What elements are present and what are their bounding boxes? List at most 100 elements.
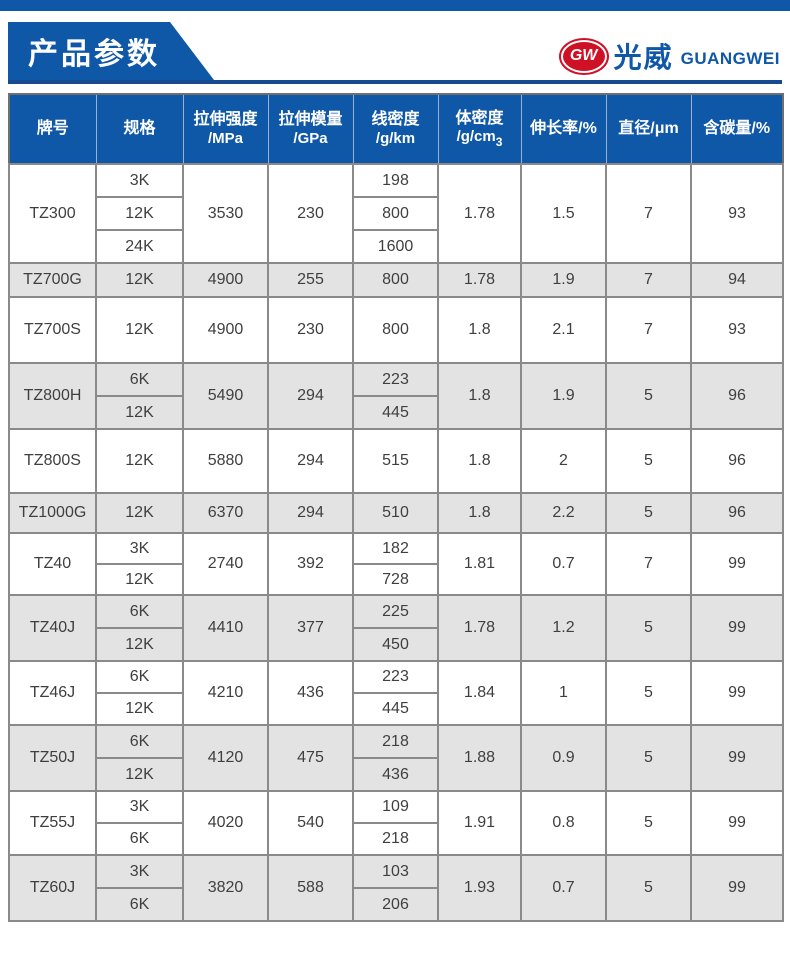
cell-linear-density: 515 [352, 428, 439, 494]
cell-modulus: 392 [267, 532, 354, 596]
cell-elongation: 0.7 [520, 854, 607, 922]
column-header-spec: 规格 [95, 93, 184, 165]
cell-spec: 12K [95, 395, 184, 430]
cell-linear-density: 109 [352, 790, 439, 824]
cell-strength: 4900 [182, 262, 269, 298]
cell-linear-density: 728 [352, 563, 439, 596]
product-table: 牌号 规格 拉伸强度/MPa 拉伸模量/GPa 线密度/g/km 体密度/g/cm3 伸长率… [8, 93, 784, 922]
cell-modulus: 294 [267, 428, 354, 494]
cell-elongation: 2 [520, 428, 607, 494]
cell-spec: 3K [95, 854, 184, 889]
cell-bulk-density: 1.8 [437, 362, 522, 430]
table-row: TZ50J 6K 4120 475 218 1.88 0.9 5 99 [8, 724, 784, 792]
cell-carbon: 96 [690, 362, 784, 430]
cell-strength: 3530 [182, 163, 269, 264]
cell-bulk-density: 1.93 [437, 854, 522, 922]
cell-carbon: 99 [690, 660, 784, 726]
cell-model: TZ50J [8, 724, 97, 792]
cell-spec: 3K [95, 163, 184, 198]
table-row: TZ700S 12K 4900 230 800 1.8 2.1 7 93 [8, 296, 784, 364]
cell-model: TZ700G [8, 262, 97, 298]
cell-modulus: 230 [267, 163, 354, 264]
cell-strength: 4900 [182, 296, 269, 364]
cell-carbon: 93 [690, 296, 784, 364]
cell-modulus: 255 [267, 262, 354, 298]
column-header-carbon: 含碳量/% [690, 93, 784, 165]
cell-linear-density: 223 [352, 660, 439, 694]
cell-diameter: 5 [605, 492, 692, 534]
cell-linear-density: 218 [352, 724, 439, 759]
cell-linear-density: 182 [352, 532, 439, 565]
cell-bulk-density: 1.81 [437, 532, 522, 596]
header-divider-rule [8, 80, 782, 84]
cell-spec: 6K [95, 660, 184, 694]
cell-model: TZ1000G [8, 492, 97, 534]
cell-model: TZ700S [8, 296, 97, 364]
table-row: TZ1000G 12K 6370 294 510 1.8 2.2 5 96 [8, 492, 784, 534]
cell-spec: 6K [95, 594, 184, 629]
cell-bulk-density: 1.78 [437, 163, 522, 264]
cell-modulus: 436 [267, 660, 354, 726]
cell-model: TZ300 [8, 163, 97, 264]
cell-linear-density: 198 [352, 163, 439, 198]
cell-elongation: 0.8 [520, 790, 607, 856]
table-row: TZ800S 12K 5880 294 515 1.8 2 5 96 [8, 428, 784, 494]
cell-spec: 6K [95, 362, 184, 397]
cell-model: TZ55J [8, 790, 97, 856]
cell-modulus: 294 [267, 492, 354, 534]
cell-bulk-density: 1.78 [437, 262, 522, 298]
cell-strength: 4020 [182, 790, 269, 856]
cell-bulk-density: 1.91 [437, 790, 522, 856]
cell-spec: 12K [95, 627, 184, 662]
cell-elongation: 1.9 [520, 262, 607, 298]
brand-name-en: GUANGWEI [680, 49, 780, 68]
cell-strength: 6370 [182, 492, 269, 534]
cell-carbon: 99 [690, 854, 784, 922]
column-header-modulus: 拉伸模量/GPa [267, 93, 354, 165]
column-header-strength: 拉伸强度/MPa [182, 93, 269, 165]
cell-carbon: 99 [690, 724, 784, 792]
top-accent-bar [0, 0, 790, 11]
cell-linear-density: 103 [352, 854, 439, 889]
cell-spec: 12K [95, 262, 184, 298]
cell-model: TZ40J [8, 594, 97, 662]
cell-strength: 4210 [182, 660, 269, 726]
table-row: TZ40 3K 2740 392 182 1.81 0.7 7 99 [8, 532, 784, 596]
cell-spec: 6K [95, 724, 184, 759]
cell-spec: 6K [95, 822, 184, 856]
cell-modulus: 377 [267, 594, 354, 662]
cell-diameter: 5 [605, 594, 692, 662]
cell-linear-density: 1600 [352, 229, 439, 264]
table-row: 24K 1600 [9, 229, 783, 264]
cell-bulk-density: 1.84 [437, 660, 522, 726]
cell-diameter: 5 [605, 854, 692, 922]
cell-linear-density: 218 [352, 822, 439, 856]
cell-carbon: 96 [690, 428, 784, 494]
cell-linear-density: 800 [352, 296, 439, 364]
cell-spec: 12K [95, 428, 184, 494]
table-row: 12K 800 [9, 196, 783, 231]
table-row: TZ700G 12K 4900 255 800 1.78 1.9 7 94 [8, 262, 784, 298]
cell-strength: 4410 [182, 594, 269, 662]
cell-modulus: 230 [267, 296, 354, 364]
cell-carbon: 99 [690, 790, 784, 856]
gw-badge-icon: GW [560, 39, 607, 73]
table-row: TZ800H 6K 5490 294 223 1.8 1.9 5 96 [8, 362, 784, 430]
cell-model: TZ40 [8, 532, 97, 596]
table-row: 12K 728 [9, 563, 783, 596]
cell-bulk-density: 1.78 [437, 594, 522, 662]
page-title-banner: 产品参数 [8, 22, 214, 80]
cell-linear-density: 800 [352, 262, 439, 298]
column-header-model: 牌号 [8, 93, 97, 165]
table-row: 12K 445 [9, 692, 783, 726]
column-header-elongation: 伸长率/% [520, 93, 607, 165]
cell-linear-density: 800 [352, 196, 439, 231]
cell-spec: 3K [95, 790, 184, 824]
cell-elongation: 0.9 [520, 724, 607, 792]
cell-elongation: 0.7 [520, 532, 607, 596]
cell-elongation: 2.1 [520, 296, 607, 364]
cell-diameter: 5 [605, 660, 692, 726]
cell-model: TZ800H [8, 362, 97, 430]
cell-spec: 12K [95, 692, 184, 726]
cell-bulk-density: 1.8 [437, 296, 522, 364]
